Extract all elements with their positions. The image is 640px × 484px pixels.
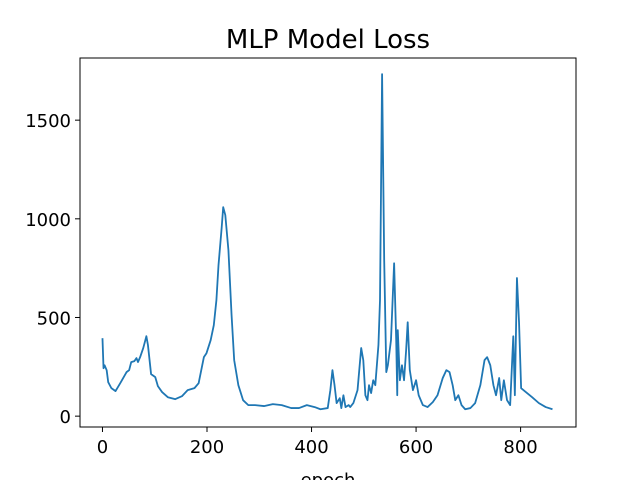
y-tick-label: 500: [37, 308, 71, 329]
x-tick-label: 600: [399, 437, 433, 458]
y-tick-label: 0: [60, 407, 71, 428]
x-axis-label: epoch: [301, 470, 356, 480]
x-tick-label: 200: [190, 437, 224, 458]
plot-frame: [79, 57, 577, 428]
chart-title: MLP Model Loss: [226, 25, 430, 55]
x-tick-label: 400: [294, 437, 328, 458]
x-tick-label: 800: [503, 437, 537, 458]
y-tick-label: 1000: [25, 210, 71, 231]
x-tick-label: 0: [97, 437, 108, 458]
data-line: [101, 73, 553, 411]
y-tick-label: 1500: [25, 111, 71, 132]
